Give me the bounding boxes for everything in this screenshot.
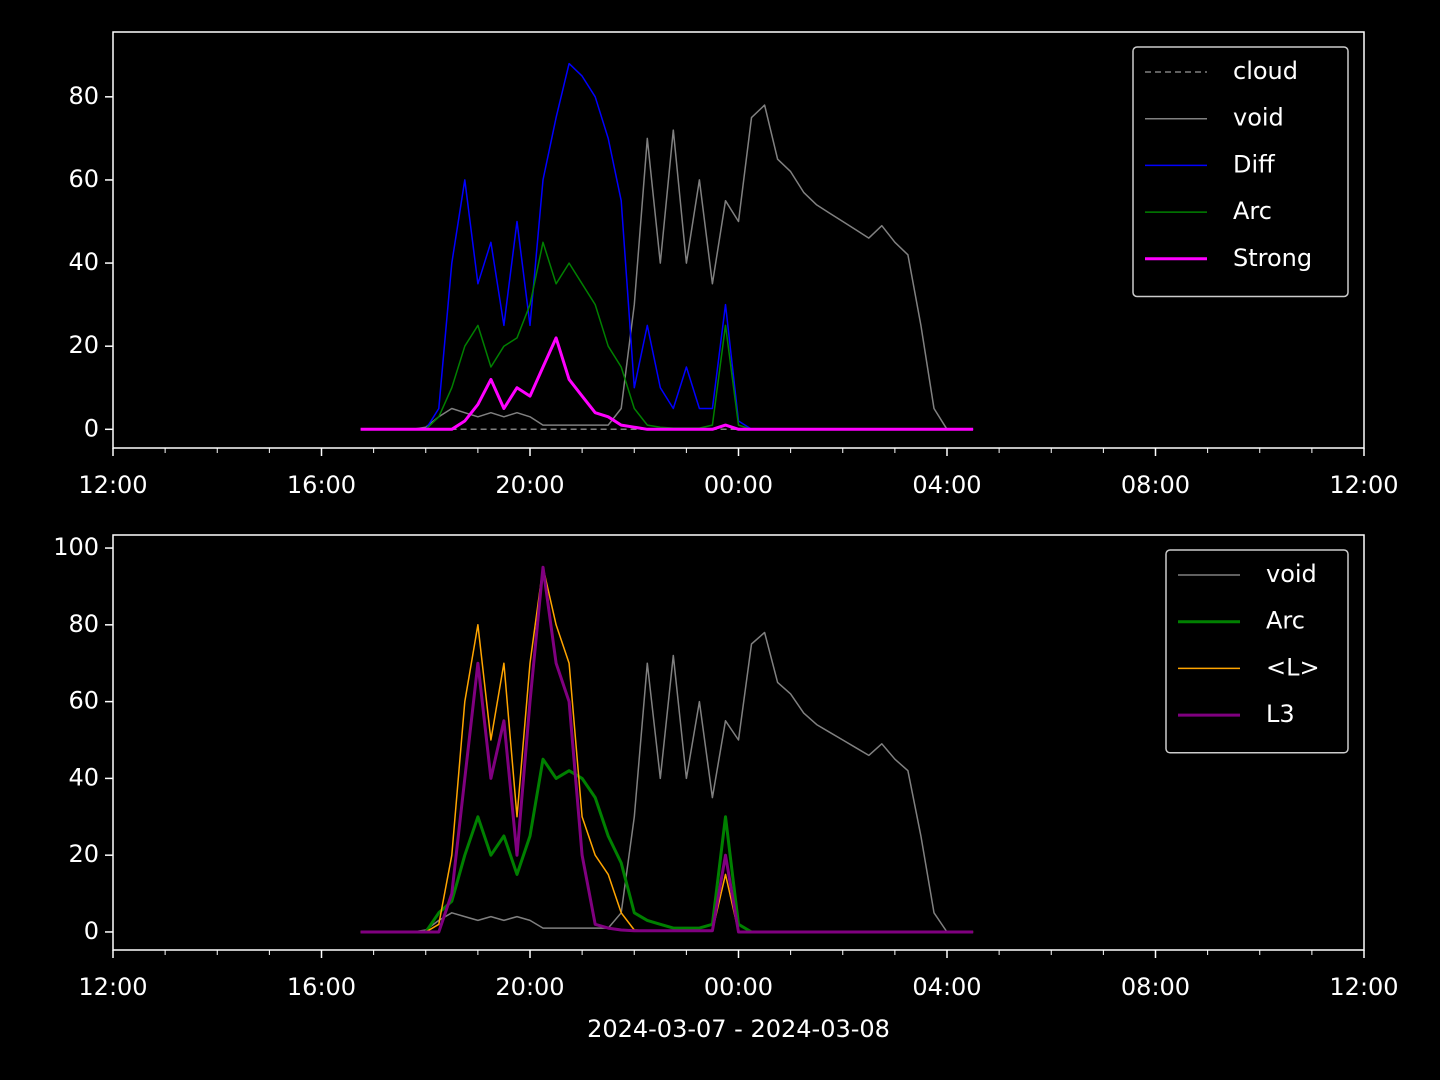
legend-box bbox=[1132, 46, 1349, 298]
y-tick-label: 80 bbox=[68, 82, 99, 110]
y-tick-label: 0 bbox=[84, 414, 99, 442]
legend-label: L3 bbox=[1266, 700, 1295, 728]
y-tick-label: 40 bbox=[68, 248, 99, 276]
x-tick-label: 20:00 bbox=[495, 973, 564, 1001]
legend-box bbox=[1165, 549, 1349, 754]
x-tick-label: 00:00 bbox=[704, 973, 773, 1001]
x-tick-label: 12:00 bbox=[1329, 973, 1398, 1001]
x-tick-label: 12:00 bbox=[78, 471, 147, 499]
axes-frame bbox=[112, 534, 1365, 951]
y-tick-label: 20 bbox=[68, 840, 99, 868]
legend-label: void bbox=[1266, 560, 1317, 588]
legend-label: void bbox=[1233, 104, 1284, 132]
y-tick-label: 60 bbox=[68, 687, 99, 715]
x-tick-label: 16:00 bbox=[287, 471, 356, 499]
x-tick-label: 04:00 bbox=[912, 471, 981, 499]
legend-label: Arc bbox=[1266, 607, 1305, 635]
legend-label: cloud bbox=[1233, 57, 1298, 85]
y-tick-label: 100 bbox=[53, 533, 99, 561]
legend-label: Arc bbox=[1233, 197, 1272, 225]
x-tick-label: 20:00 bbox=[495, 471, 564, 499]
y-tick-label: 60 bbox=[68, 165, 99, 193]
x-axis-label: 2024-03-07 - 2024-03-08 bbox=[587, 1015, 890, 1043]
x-tick-label: 00:00 bbox=[704, 471, 773, 499]
y-tick-label: 80 bbox=[68, 610, 99, 638]
y-tick-label: 20 bbox=[68, 331, 99, 359]
x-tick-label: 12:00 bbox=[78, 973, 147, 1001]
y-tick-label: 0 bbox=[84, 917, 99, 945]
x-tick-label: 16:00 bbox=[287, 973, 356, 1001]
legend-label: <L> bbox=[1266, 653, 1320, 681]
x-tick-label: 08:00 bbox=[1121, 471, 1190, 499]
series-line bbox=[360, 336, 974, 431]
series-line bbox=[360, 565, 974, 934]
series-line bbox=[360, 104, 974, 431]
y-tick-label: 40 bbox=[68, 763, 99, 791]
x-tick-label: 04:00 bbox=[912, 973, 981, 1001]
series-line bbox=[360, 631, 974, 933]
x-tick-label: 08:00 bbox=[1121, 973, 1190, 1001]
legend-label: Strong bbox=[1233, 244, 1312, 272]
axes-frame bbox=[112, 31, 1365, 449]
x-tick-label: 12:00 bbox=[1329, 471, 1398, 499]
legend-label: Diff bbox=[1233, 150, 1275, 178]
